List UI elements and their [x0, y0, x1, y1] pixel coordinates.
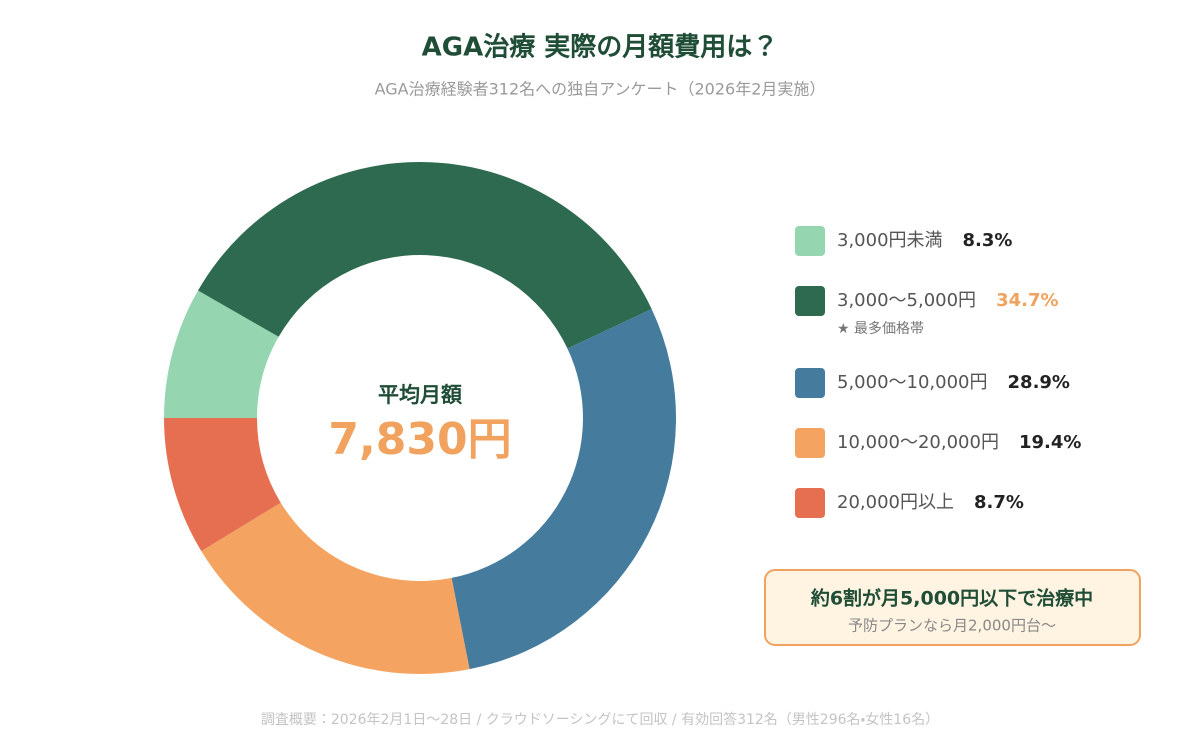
annotation: ★ 最多価格帯 [837, 321, 924, 337]
donut-segment [164, 290, 279, 418]
footnote: 調査概要：2026年2月1日〜28日 / クラウドソーシングにて回収 / 有効回… [261, 711, 939, 728]
callout-box [764, 569, 1141, 646]
legend: 3,000円未満 8.3% 3,000〜5,000円 34.7% 5,000〜10,00… [795, 226, 1081, 518]
donut-segment [198, 161, 652, 349]
center-value: 7,830円 [328, 414, 511, 465]
donut-segment [201, 502, 470, 674]
legend-swatch [795, 286, 825, 316]
legend-swatch [795, 428, 825, 458]
legend-value: 8.7% [974, 492, 1024, 513]
donut [164, 161, 676, 674]
legend-label: 3,000円未満 [837, 230, 943, 251]
legend-swatch [795, 226, 825, 256]
legend-swatch [795, 488, 825, 518]
legend-value: 8.3% [963, 230, 1013, 251]
chart-subtitle: AGA治療経験者312名への独自アンケート（2026年2月実施） [375, 80, 826, 99]
callout-title: 約6割が月5,000円以下で治療中 [810, 587, 1093, 610]
legend-label: 5,000〜10,000円 [837, 372, 988, 393]
legend-label: 3,000〜5,000円 [837, 290, 976, 311]
donut-segment [451, 309, 676, 670]
legend-value: 28.9% [1008, 372, 1070, 393]
callout-subtitle: 予防プランなら月2,000円台〜 [848, 617, 1056, 635]
chart-title: AGA治療 実際の月額費用は？ [422, 33, 779, 63]
center-label: 平均月額 [378, 383, 463, 407]
legend-label: 20,000円以上 [837, 492, 954, 513]
legend-value: 19.4% [1019, 432, 1081, 453]
legend-swatch [795, 368, 825, 398]
donut-segment [164, 418, 281, 552]
legend-label: 10,000〜20,000円 [837, 432, 999, 453]
legend-value: 34.7% [996, 290, 1058, 311]
